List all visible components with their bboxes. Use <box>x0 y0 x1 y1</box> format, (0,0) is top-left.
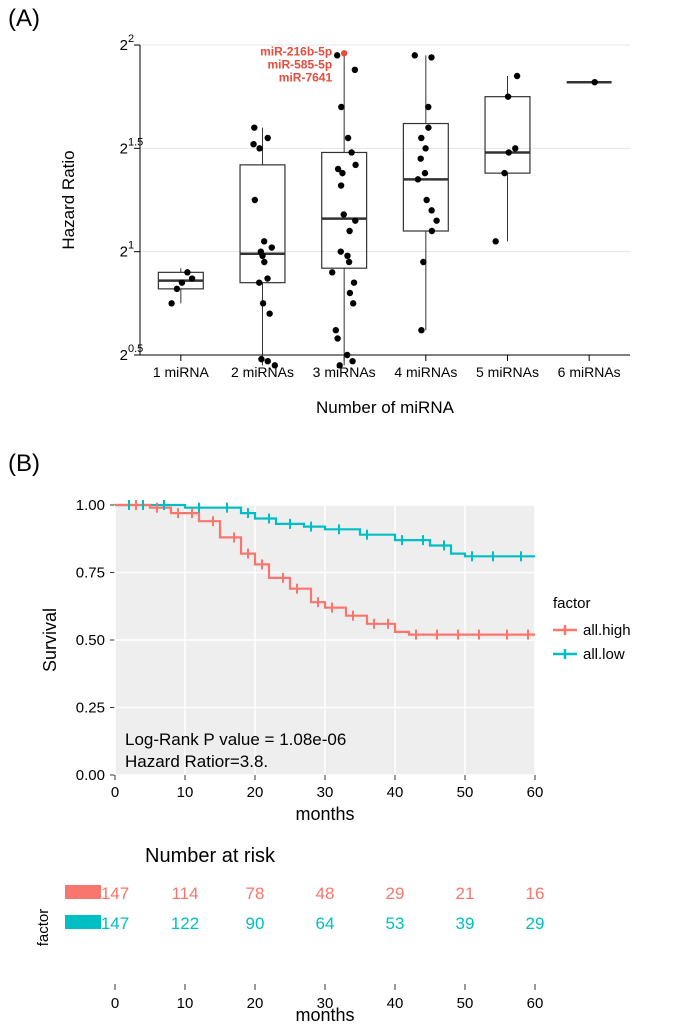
svg-text:40: 40 <box>387 784 404 801</box>
svg-text:2: 2 <box>128 33 134 45</box>
svg-text:60: 60 <box>527 995 544 1012</box>
svg-text:5 miRNAs: 5 miRNAs <box>476 364 539 380</box>
svg-text:1.00: 1.00 <box>76 497 105 514</box>
svg-text:10: 10 <box>177 995 194 1012</box>
figure-container: (A) 20.52121.5221 miRNA2 miRNAs3 miRNAs4… <box>0 0 685 1034</box>
svg-text:29: 29 <box>386 884 405 903</box>
svg-text:0.75: 0.75 <box>76 565 105 582</box>
panel-a-chart: 20.52121.5221 miRNA2 miRNAs3 miRNAs4 miR… <box>50 25 650 425</box>
svg-text:39: 39 <box>456 914 475 933</box>
svg-text:Survival: Survival <box>40 608 60 672</box>
risk-table: Number at risk factor 147 114 78 48 29 21 16 147 1… <box>30 840 680 1025</box>
svg-text:2: 2 <box>120 244 128 261</box>
svg-text:0.5: 0.5 <box>128 343 143 355</box>
svg-text:2: 2 <box>120 37 128 54</box>
svg-text:147: 147 <box>101 884 129 903</box>
svg-text:Hazard Ratior=3.8.: Hazard Ratior=3.8. <box>125 752 268 771</box>
svg-text:Hazard Ratio: Hazard Ratio <box>59 150 78 249</box>
svg-text:29: 29 <box>526 914 545 933</box>
svg-text:53: 53 <box>386 914 405 933</box>
panel-a-label: (A) <box>8 5 40 33</box>
svg-text:2: 2 <box>120 347 128 364</box>
svg-text:0: 0 <box>111 784 119 801</box>
svg-text:1: 1 <box>128 240 134 252</box>
svg-text:30: 30 <box>317 784 334 801</box>
svg-text:all.low: all.low <box>583 646 625 663</box>
svg-text:114: 114 <box>171 884 198 903</box>
svg-text:3 miRNAs: 3 miRNAs <box>313 364 376 380</box>
svg-text:147: 147 <box>101 914 129 933</box>
panel-b-chart: 0.00 0.25 0.50 0.75 1.00 0 10 20 30 40 50 60 months S… <box>30 490 680 830</box>
svg-text:40: 40 <box>387 995 404 1012</box>
svg-text:0.25: 0.25 <box>76 700 105 717</box>
svg-text:1.5: 1.5 <box>128 136 143 148</box>
svg-text:20: 20 <box>247 995 264 1012</box>
svg-text:122: 122 <box>171 914 199 933</box>
svg-text:miR-7641: miR-7641 <box>279 70 333 84</box>
svg-text:6 miRNAs: 6 miRNAs <box>558 364 621 380</box>
svg-text:all.high: all.high <box>583 622 631 639</box>
svg-text:0.00: 0.00 <box>76 767 105 784</box>
svg-text:2: 2 <box>120 140 128 157</box>
svg-text:miR-585-5p: miR-585-5p <box>267 57 332 71</box>
svg-text:21: 21 <box>456 884 475 903</box>
svg-text:4 miRNAs: 4 miRNAs <box>394 364 457 380</box>
svg-text:0.50: 0.50 <box>76 632 105 649</box>
svg-text:factor: factor <box>553 595 591 612</box>
svg-text:factor: factor <box>35 909 52 947</box>
svg-text:20: 20 <box>247 784 264 801</box>
svg-text:Log-Rank P value = 1.08e-06: Log-Rank P value = 1.08e-06 <box>125 730 346 749</box>
svg-text:10: 10 <box>177 784 194 801</box>
panel-b-label: (B) <box>8 450 40 478</box>
svg-text:50: 50 <box>457 995 474 1012</box>
svg-text:78: 78 <box>246 884 265 903</box>
svg-text:64: 64 <box>316 914 335 933</box>
svg-text:Number of miRNA: Number of miRNA <box>316 398 455 417</box>
svg-text:months: months <box>295 1005 354 1025</box>
svg-text:Number at risk: Number at risk <box>145 845 276 867</box>
svg-text:0: 0 <box>111 995 119 1012</box>
svg-text:90: 90 <box>246 914 265 933</box>
svg-text:50: 50 <box>457 784 474 801</box>
svg-text:months: months <box>295 804 354 824</box>
svg-text:2 miRNAs: 2 miRNAs <box>231 364 294 380</box>
svg-text:60: 60 <box>527 784 544 801</box>
svg-text:16: 16 <box>526 884 545 903</box>
svg-text:miR-216b-5p: miR-216b-5p <box>260 44 332 58</box>
svg-text:48: 48 <box>316 884 335 903</box>
svg-text:1 miRNA: 1 miRNA <box>153 364 210 380</box>
